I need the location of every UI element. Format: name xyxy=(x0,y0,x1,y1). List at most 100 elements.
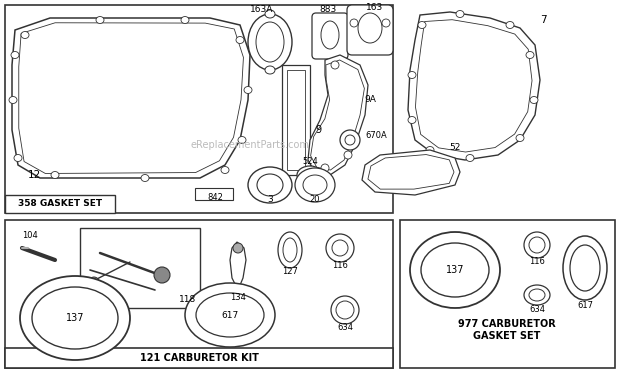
Ellipse shape xyxy=(96,16,104,23)
Ellipse shape xyxy=(331,296,359,324)
Bar xyxy=(195,188,233,200)
Ellipse shape xyxy=(303,175,327,195)
Ellipse shape xyxy=(421,243,489,297)
Text: 137: 137 xyxy=(446,265,464,275)
Ellipse shape xyxy=(238,137,246,144)
Text: 116: 116 xyxy=(332,261,348,270)
Bar xyxy=(80,228,200,308)
Ellipse shape xyxy=(340,130,360,150)
Ellipse shape xyxy=(382,19,390,27)
Ellipse shape xyxy=(418,22,426,28)
Polygon shape xyxy=(368,154,454,189)
Text: 20: 20 xyxy=(310,195,321,204)
Ellipse shape xyxy=(529,237,545,253)
Bar xyxy=(5,348,393,368)
Ellipse shape xyxy=(265,10,275,18)
Text: 7: 7 xyxy=(539,15,546,25)
Ellipse shape xyxy=(530,97,538,103)
Bar xyxy=(5,220,393,368)
Text: 137: 137 xyxy=(66,313,84,323)
Ellipse shape xyxy=(248,14,292,70)
Text: 358 GASKET SET: 358 GASKET SET xyxy=(18,200,102,209)
Bar xyxy=(400,220,615,368)
Text: 104: 104 xyxy=(22,232,38,241)
Ellipse shape xyxy=(410,232,500,308)
Ellipse shape xyxy=(350,19,358,27)
Ellipse shape xyxy=(408,116,416,123)
Text: 12: 12 xyxy=(28,170,42,180)
Text: 3: 3 xyxy=(267,195,273,204)
Text: 670A: 670A xyxy=(365,131,387,140)
Ellipse shape xyxy=(506,22,514,28)
Bar xyxy=(5,5,393,213)
Text: 118: 118 xyxy=(179,295,197,304)
Text: 617: 617 xyxy=(221,310,239,320)
Ellipse shape xyxy=(331,61,339,69)
Text: eReplacementParts.com: eReplacementParts.com xyxy=(190,140,309,150)
Polygon shape xyxy=(408,12,540,160)
Ellipse shape xyxy=(345,135,355,145)
Ellipse shape xyxy=(221,166,229,173)
Ellipse shape xyxy=(516,135,524,141)
Text: 617: 617 xyxy=(577,301,593,310)
Text: 121 CARBURETOR KIT: 121 CARBURETOR KIT xyxy=(140,353,259,363)
Text: 883: 883 xyxy=(319,6,337,15)
Ellipse shape xyxy=(524,285,550,305)
Ellipse shape xyxy=(236,37,244,44)
Ellipse shape xyxy=(321,21,339,49)
Ellipse shape xyxy=(20,276,130,360)
Ellipse shape xyxy=(257,174,283,196)
FancyBboxPatch shape xyxy=(347,5,393,55)
Ellipse shape xyxy=(248,167,292,203)
Ellipse shape xyxy=(32,287,118,349)
Ellipse shape xyxy=(332,240,348,256)
Ellipse shape xyxy=(326,234,354,262)
Ellipse shape xyxy=(233,243,243,253)
Ellipse shape xyxy=(466,154,474,162)
Ellipse shape xyxy=(181,16,189,23)
Text: 116: 116 xyxy=(529,257,545,266)
Bar xyxy=(287,70,305,170)
Ellipse shape xyxy=(89,277,99,287)
Ellipse shape xyxy=(456,10,464,18)
FancyBboxPatch shape xyxy=(312,13,348,59)
Bar xyxy=(5,195,115,213)
Ellipse shape xyxy=(563,236,607,300)
Text: 9: 9 xyxy=(315,125,321,135)
Polygon shape xyxy=(311,60,365,170)
Text: 524: 524 xyxy=(302,157,318,166)
Ellipse shape xyxy=(244,87,252,94)
Polygon shape xyxy=(308,55,368,175)
Ellipse shape xyxy=(141,175,149,182)
Ellipse shape xyxy=(265,66,275,74)
Text: 127: 127 xyxy=(282,267,298,276)
Ellipse shape xyxy=(336,301,354,319)
Text: 163: 163 xyxy=(366,3,384,12)
Ellipse shape xyxy=(11,51,19,59)
Text: 134: 134 xyxy=(230,294,246,303)
Polygon shape xyxy=(19,23,244,173)
Ellipse shape xyxy=(321,164,329,172)
Ellipse shape xyxy=(51,172,59,179)
Ellipse shape xyxy=(297,166,323,184)
Ellipse shape xyxy=(283,238,297,262)
Ellipse shape xyxy=(14,154,22,162)
Ellipse shape xyxy=(526,51,534,59)
Text: 634: 634 xyxy=(529,305,545,314)
Text: 52: 52 xyxy=(450,144,461,153)
Text: 842: 842 xyxy=(207,194,223,203)
Bar xyxy=(282,65,310,175)
Polygon shape xyxy=(362,150,460,195)
Polygon shape xyxy=(12,18,250,178)
Text: 9A: 9A xyxy=(364,95,376,104)
Ellipse shape xyxy=(358,13,382,43)
Ellipse shape xyxy=(344,151,352,159)
Ellipse shape xyxy=(302,170,318,180)
Ellipse shape xyxy=(426,147,434,154)
Text: 163A: 163A xyxy=(250,4,273,13)
Ellipse shape xyxy=(408,72,416,78)
Ellipse shape xyxy=(529,289,545,301)
Polygon shape xyxy=(230,242,246,290)
Ellipse shape xyxy=(524,232,550,258)
Ellipse shape xyxy=(154,267,170,283)
